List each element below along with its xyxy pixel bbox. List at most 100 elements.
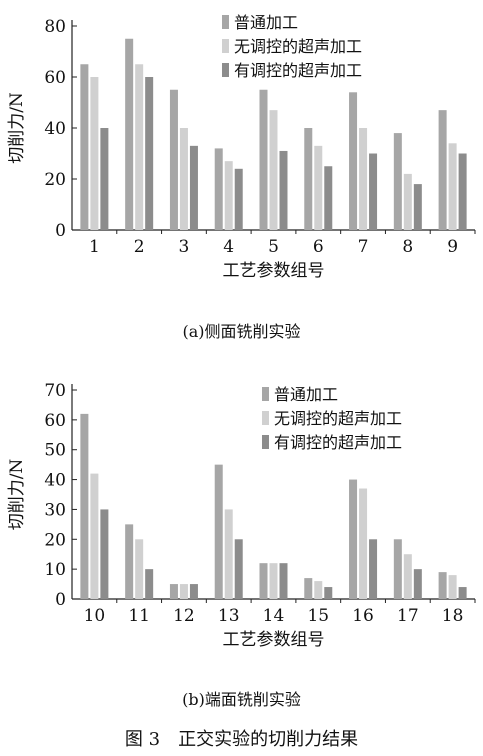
- x-tick-label: 10: [84, 606, 106, 626]
- x-axis-title: 工艺参数组号: [223, 261, 325, 281]
- x-tick-label: 8: [402, 237, 413, 257]
- y-tick-label: 60: [44, 68, 66, 88]
- bar-series3-group11: [145, 569, 154, 599]
- bar-series2-group1: [90, 77, 99, 230]
- legend-label: 有调控的超声加工: [274, 433, 402, 452]
- x-tick-label: 9: [447, 237, 458, 257]
- bar-series2-group15: [314, 581, 323, 599]
- bar-series3-group12: [189, 584, 198, 599]
- bar-series3-group18: [458, 587, 467, 599]
- y-axis-title: 切削力/N: [7, 92, 27, 164]
- x-tick-label: 1: [89, 237, 100, 257]
- bar-series1-group10: [80, 413, 89, 599]
- x-axis-title: 工艺参数组号: [223, 630, 325, 650]
- bar-series2-group5: [269, 110, 278, 230]
- bar-series2-group13: [224, 509, 233, 599]
- figure-caption: 图 3 正交实验的切削力结果: [124, 729, 359, 750]
- bar-series3-group16: [369, 539, 378, 599]
- bar-series3-group7: [369, 153, 378, 230]
- legend-swatch: [262, 387, 269, 401]
- x-tick-label: 14: [263, 606, 285, 626]
- x-tick-label: 4: [223, 237, 234, 257]
- legend-label: 无调控的超声加工: [274, 409, 402, 428]
- bar-series3-group4: [234, 168, 243, 230]
- bar-series3-group15: [324, 587, 333, 599]
- bar-series2-group6: [314, 145, 323, 230]
- bar-series1-group12: [169, 584, 178, 599]
- caption-side-milling: (a)侧面铣削实验: [182, 322, 301, 341]
- bar-series2-group14: [269, 563, 278, 599]
- x-tick-label: 11: [128, 606, 150, 626]
- bar-series1-group9: [438, 110, 447, 230]
- y-tick-label: 60: [44, 411, 66, 431]
- bar-series1-group16: [349, 479, 358, 599]
- bar-series1-group14: [259, 563, 268, 599]
- x-tick-label: 13: [218, 606, 240, 626]
- legend-swatch: [222, 15, 229, 29]
- x-tick-label: 3: [179, 237, 190, 257]
- bar-series1-group6: [304, 128, 313, 230]
- bar-series2-group7: [359, 128, 368, 230]
- y-tick-label: 10: [44, 560, 66, 580]
- y-tick-label: 40: [44, 119, 66, 139]
- bar-series2-group4: [224, 161, 233, 230]
- bar-series3-group5: [279, 150, 288, 230]
- x-tick-label: 5: [268, 237, 279, 257]
- caption-face-milling: (b)端面铣削实验: [182, 690, 301, 709]
- bar-series1-group18: [438, 572, 447, 599]
- bar-series2-group3: [179, 128, 188, 230]
- legend-swatch: [262, 435, 269, 449]
- bar-series2-group10: [90, 473, 99, 599]
- chart-side-milling: 0 20 40 60 80 1 2 3 4 5 6 7 8 9 工艺参数组号 切削力/N 普通加工无调控的超声加…: [7, 13, 476, 281]
- bar-series2-group11: [135, 539, 144, 599]
- y-tick-label: 20: [44, 170, 66, 190]
- bar-series2-group8: [403, 173, 412, 230]
- legend-swatch: [222, 63, 229, 77]
- y-tick-label: 70: [44, 381, 66, 401]
- bar-series1-group7: [349, 92, 358, 230]
- legend-swatch: [262, 411, 269, 425]
- x-tick-label: 18: [442, 606, 464, 626]
- bar-series3-group1: [100, 128, 109, 230]
- bar-series3-group2: [145, 77, 154, 230]
- bar-series1-group11: [125, 524, 134, 599]
- legend-label: 无调控的超声加工: [234, 37, 362, 56]
- bar-series3-group14: [279, 563, 288, 599]
- y-tick-label: 30: [44, 500, 66, 520]
- bar-series1-group13: [214, 464, 223, 599]
- bar-series1-group8: [393, 133, 402, 230]
- y-axis-title: 切削力/N: [7, 459, 27, 531]
- x-tick-label: 17: [397, 606, 419, 626]
- y-tick-label: 20: [44, 530, 66, 550]
- bar-series2-group17: [403, 554, 412, 599]
- bar-series2-group16: [359, 488, 368, 599]
- x-tick-label: 15: [307, 606, 329, 626]
- x-tick-label: 12: [173, 606, 195, 626]
- legend-label: 有调控的超声加工: [234, 61, 362, 80]
- bar-series2-group2: [135, 64, 144, 230]
- x-tick-label: 2: [134, 237, 145, 257]
- x-tick-label: 6: [313, 237, 324, 257]
- bar-series3-group10: [100, 509, 109, 599]
- y-tick-label: 50: [44, 441, 66, 461]
- bar-series1-group2: [125, 38, 134, 230]
- bar-series2-group9: [448, 143, 457, 230]
- bar-series1-group15: [304, 578, 313, 599]
- bar-series3-group3: [189, 145, 198, 230]
- y-tick-label: 80: [44, 17, 66, 37]
- x-tick-label: 7: [358, 237, 369, 257]
- bar-series3-group9: [458, 153, 467, 230]
- bar-series1-group3: [169, 89, 178, 230]
- bar-series3-group8: [413, 184, 422, 230]
- legend-label: 普通加工: [234, 13, 298, 32]
- bar-series1-group5: [259, 89, 268, 230]
- y-tick-label: 0: [55, 590, 66, 610]
- y-tick-label: 40: [44, 471, 66, 491]
- legend-label: 普通加工: [274, 385, 338, 404]
- y-tick-label: 0: [55, 221, 66, 241]
- x-tick-label: 16: [352, 606, 374, 626]
- bar-series3-group13: [234, 539, 243, 599]
- bar-series3-group17: [413, 569, 422, 599]
- bar-series3-group6: [324, 166, 333, 230]
